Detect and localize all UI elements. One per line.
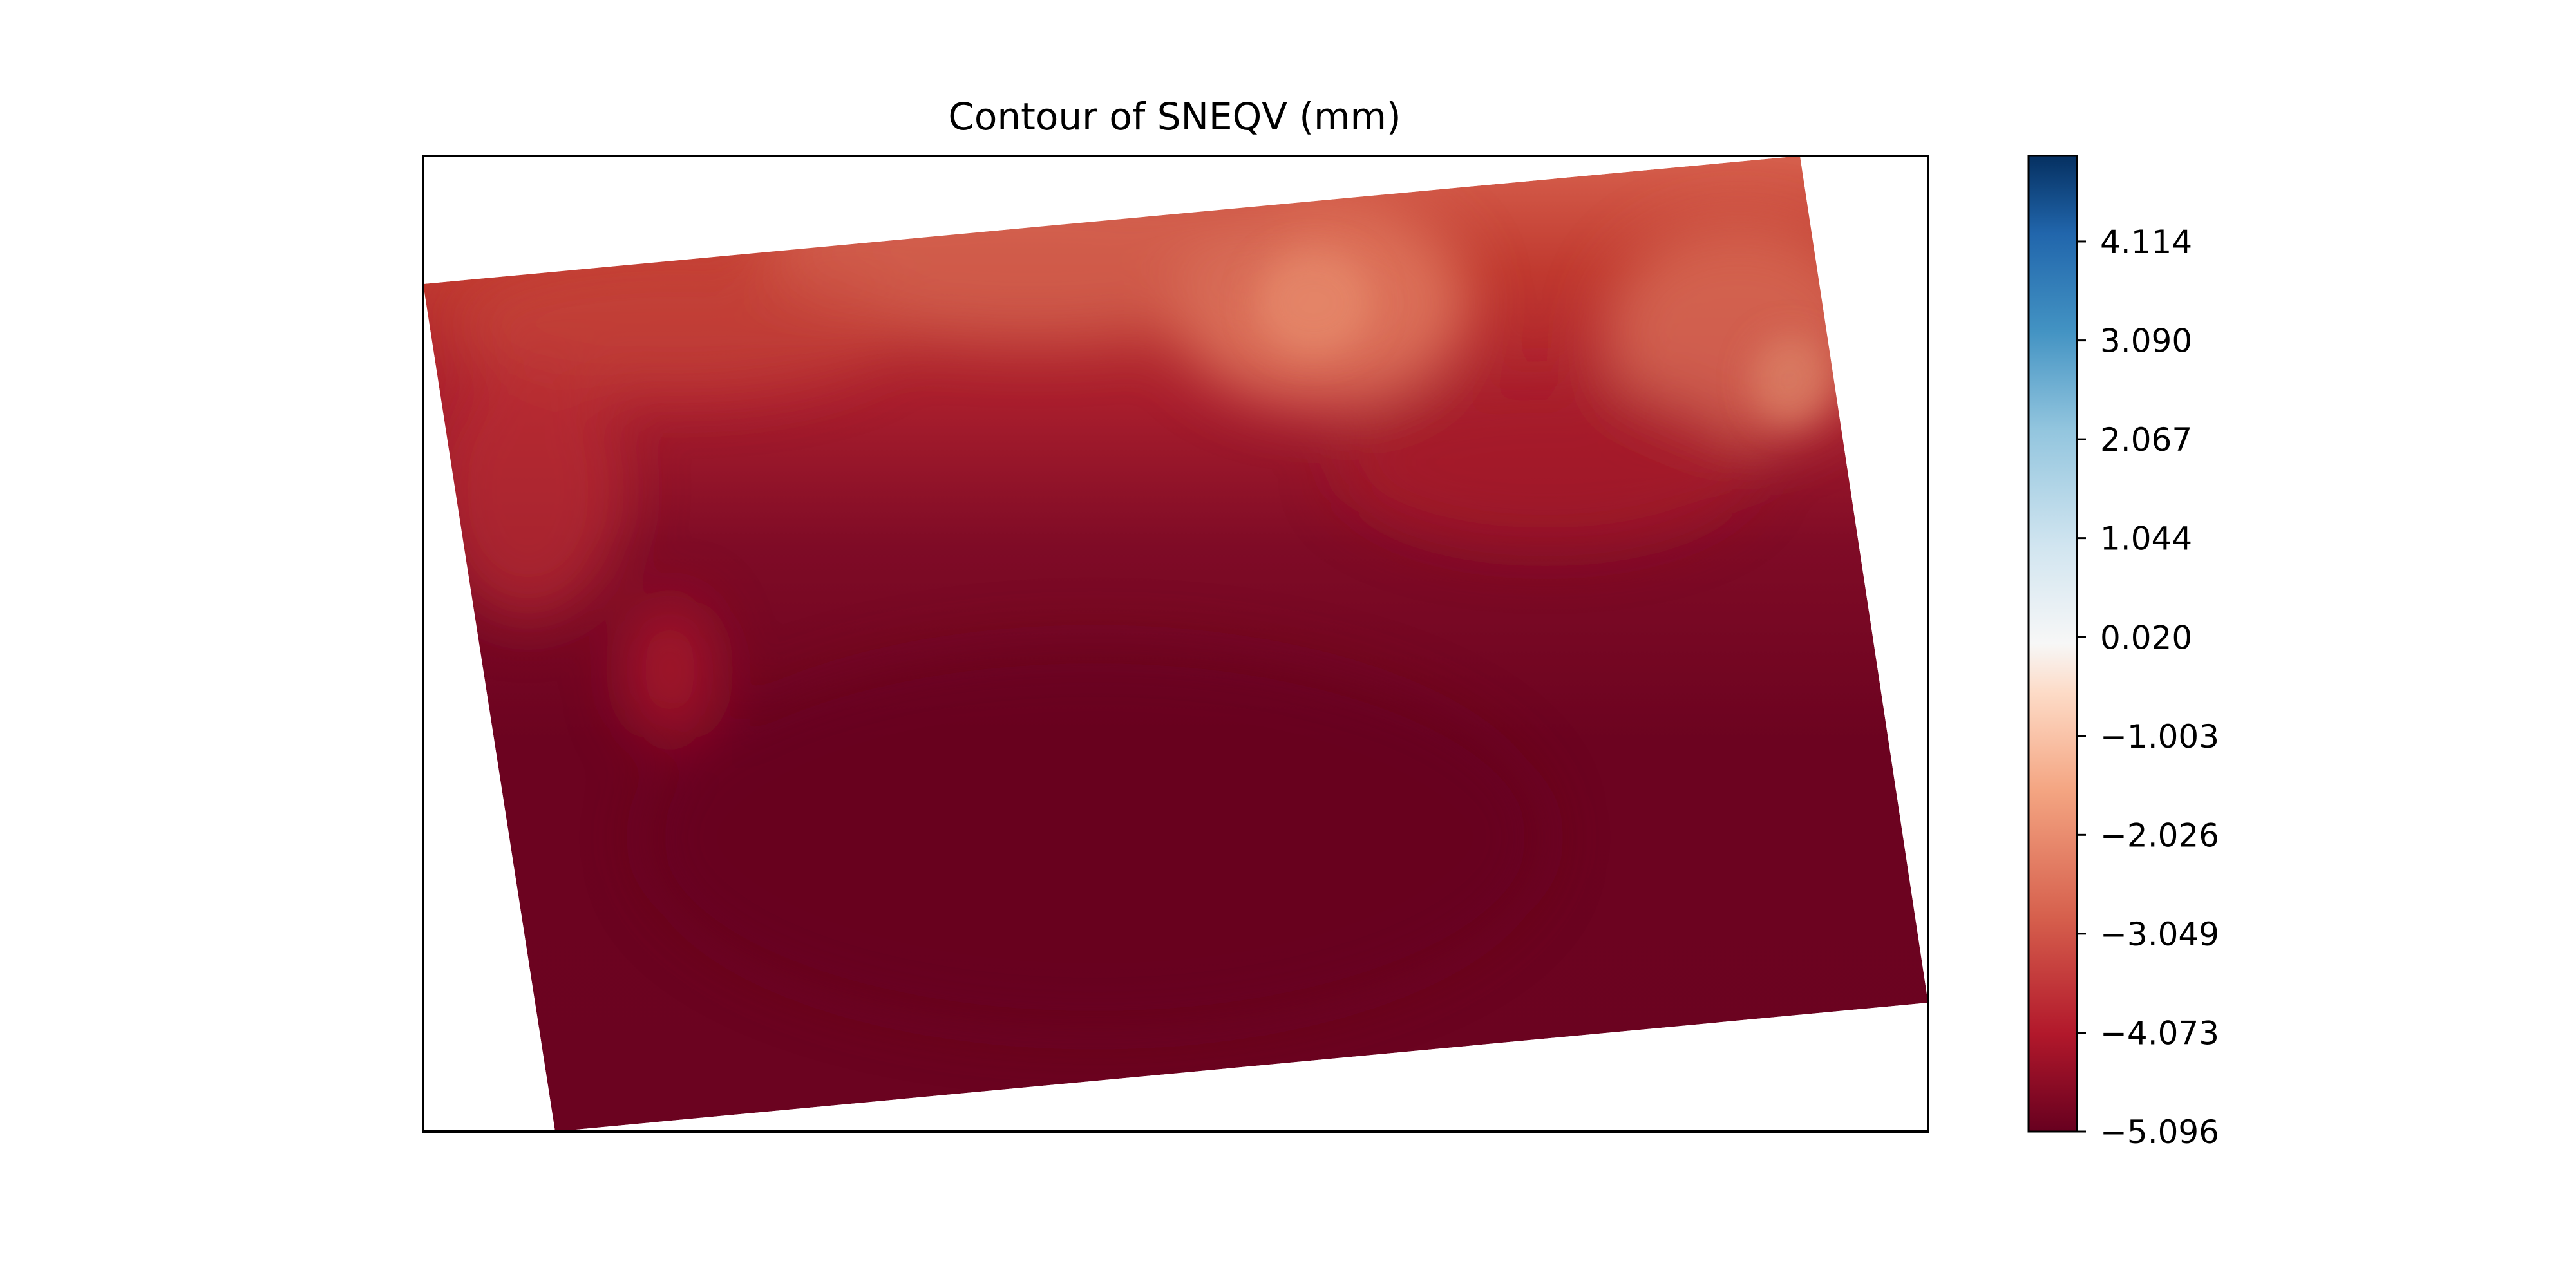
colorbar-tick-label: 1.044 bbox=[2100, 520, 2192, 558]
colorbar-tick-label: 3.090 bbox=[2100, 323, 2192, 360]
contour-field bbox=[423, 156, 1928, 1132]
colorbar-ticks: 4.114 3.090 2.067 1.044 0.020 −1.003 −2.026 −3.… bbox=[2077, 223, 2219, 1151]
colorbar-tick-label: −2.026 bbox=[2100, 817, 2219, 854]
colorbar-tick-label: −5.096 bbox=[2100, 1113, 2219, 1151]
colorbar-tick-label: −4.073 bbox=[2100, 1014, 2219, 1052]
colorbar-tick-label: −3.049 bbox=[2100, 916, 2219, 953]
colorbar-tick-label: 2.067 bbox=[2100, 421, 2192, 459]
colorbar-tick-label: 4.114 bbox=[2100, 223, 2192, 261]
colorbar bbox=[2027, 155, 2078, 1133]
chart-title: Contour of SNEQV (mm) bbox=[948, 95, 1401, 138]
plot-frame bbox=[422, 155, 1929, 1133]
colorbar-tick-label: 0.020 bbox=[2100, 619, 2192, 656]
colorbar-tick-label: −1.003 bbox=[2100, 718, 2219, 755]
